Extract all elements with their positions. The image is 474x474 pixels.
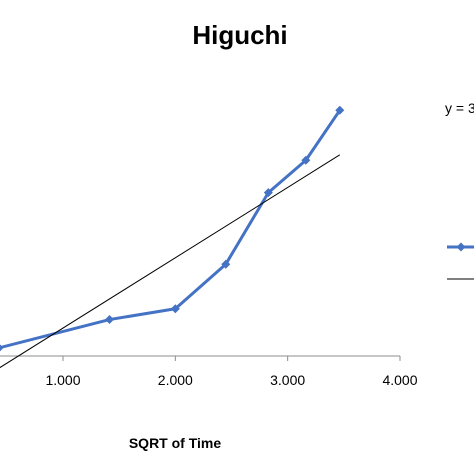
x-tick-label: 2.000	[158, 372, 193, 388]
data-point-marker	[0, 344, 4, 352]
trendline-equation: y = 3	[445, 100, 474, 116]
trendline	[0, 154, 341, 369]
trendline-equation-text: y = 3	[445, 100, 474, 116]
legend-series-marker	[456, 242, 466, 252]
series-line	[0, 109, 342, 350]
data-point-marker	[301, 155, 311, 165]
x-axis-ticks: 1.000 2.000 3.000 4.000	[45, 356, 418, 388]
data-point-marker	[263, 188, 273, 198]
x-tick-label: 1.000	[45, 372, 80, 388]
x-axis-label: SQRT of Time	[129, 435, 222, 451]
data-point-marker	[170, 304, 180, 314]
plot-area	[0, 105, 345, 369]
x-tick-label: 4.000	[382, 372, 417, 388]
data-point-marker	[335, 105, 345, 115]
data-point-marker	[221, 259, 231, 269]
legend	[447, 242, 474, 280]
chart-title: Higuchi	[192, 20, 287, 50]
x-tick-label: 3.000	[270, 372, 305, 388]
data-point-marker	[105, 315, 115, 325]
